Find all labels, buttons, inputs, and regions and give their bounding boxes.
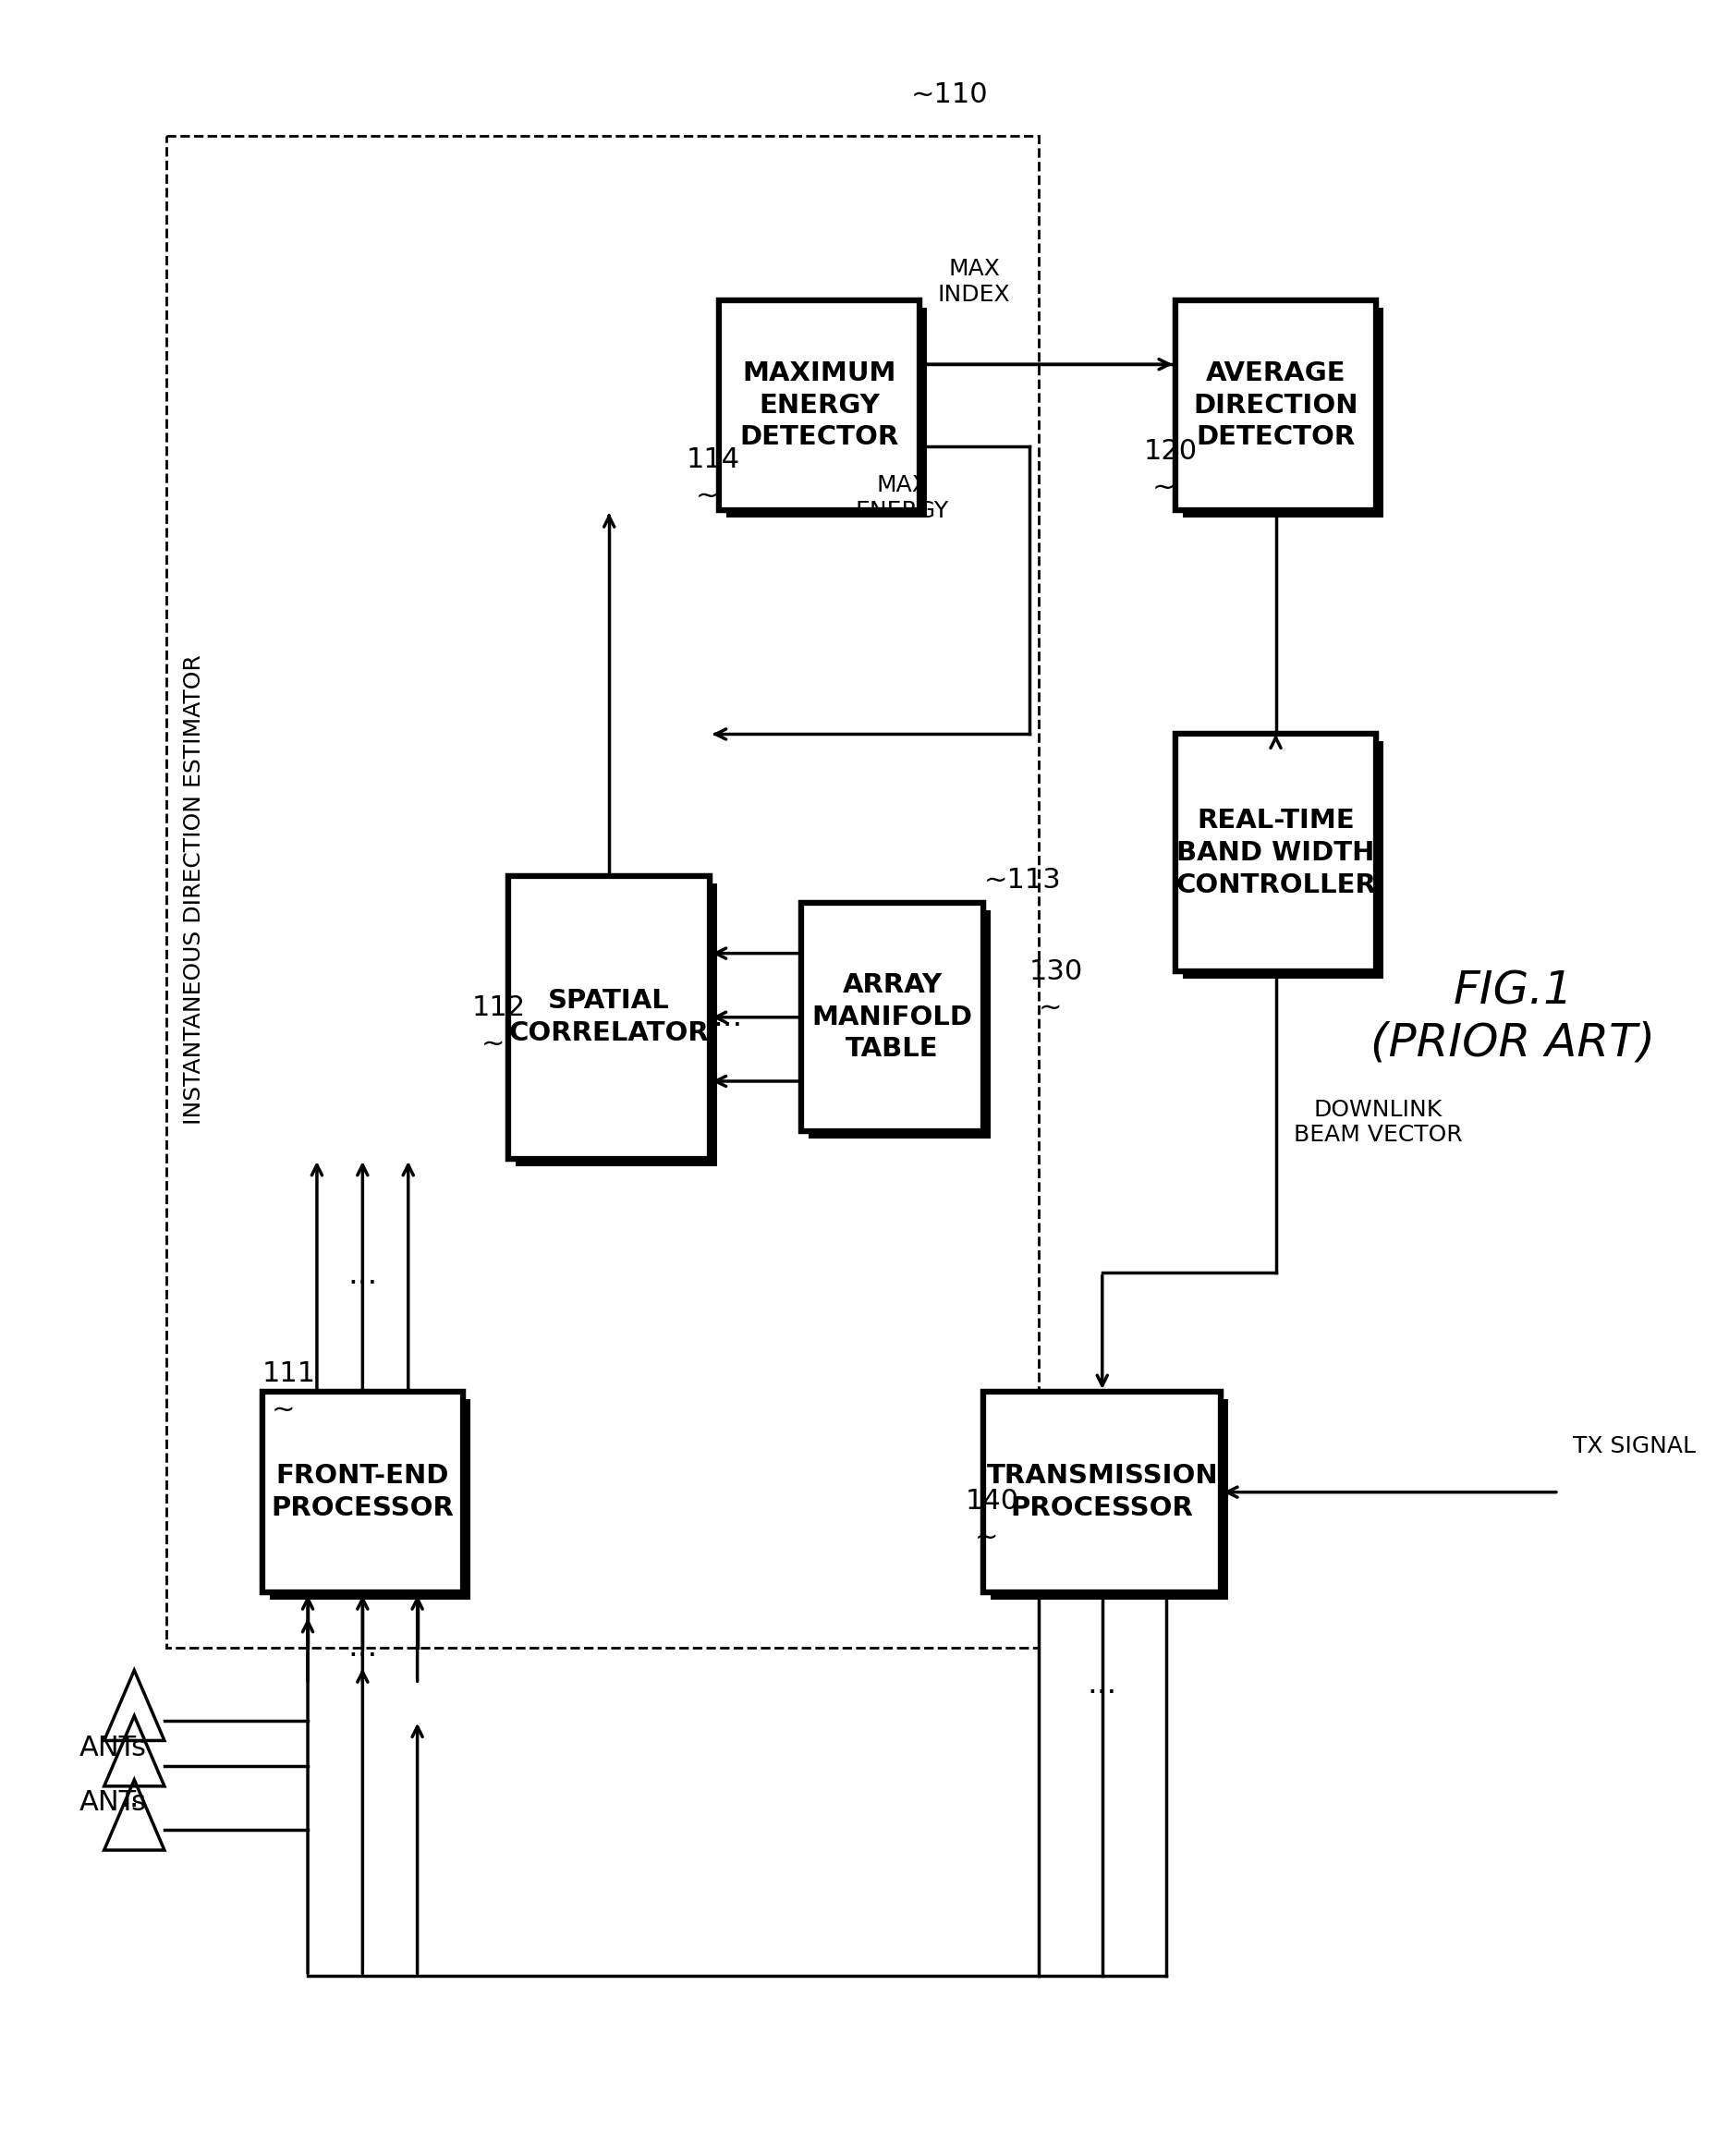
- Text: 111: 111: [263, 1360, 316, 1386]
- Text: ARRAY
MANIFOLD
TABLE: ARRAY MANIFOLD TABLE: [813, 972, 973, 1063]
- Text: 112: 112: [472, 994, 526, 1022]
- Text: INSTANTANEOUS DIRECTION ESTIMATOR: INSTANTANEOUS DIRECTION ESTIMATOR: [183, 653, 204, 1125]
- Bar: [166, 136, 1039, 1647]
- Text: ...: ...: [119, 1783, 149, 1813]
- Bar: [719, 300, 920, 511]
- Text: ~: ~: [1153, 474, 1176, 500]
- Text: MAX
INDEX: MAX INDEX: [937, 259, 1010, 306]
- Bar: [508, 875, 709, 1158]
- Text: ~113: ~113: [984, 867, 1062, 895]
- Text: ~: ~: [271, 1397, 296, 1423]
- Text: ...: ...: [348, 1259, 377, 1291]
- Text: ...: ...: [712, 1003, 743, 1033]
- Text: ANTs: ANTs: [80, 1789, 147, 1815]
- Text: FRONT-END
PROCESSOR: FRONT-END PROCESSOR: [271, 1464, 455, 1522]
- Text: 130: 130: [1029, 957, 1082, 985]
- Text: ...: ...: [1088, 1669, 1117, 1699]
- Bar: [1183, 742, 1383, 979]
- Text: ~: ~: [975, 1524, 998, 1550]
- Text: TX SIGNAL: TX SIGNAL: [1573, 1436, 1696, 1457]
- Text: ~: ~: [695, 483, 719, 511]
- Bar: [801, 903, 984, 1132]
- Bar: [270, 1399, 470, 1600]
- Bar: [1176, 735, 1376, 972]
- Text: FIG.1
(PRIOR ART): FIG.1 (PRIOR ART): [1371, 970, 1656, 1065]
- Text: AVERAGE
DIRECTION
DETECTOR: AVERAGE DIRECTION DETECTOR: [1193, 360, 1359, 451]
- Bar: [515, 884, 718, 1166]
- Bar: [807, 910, 991, 1138]
- Text: ~: ~: [481, 1031, 505, 1059]
- Bar: [801, 903, 984, 1132]
- Bar: [263, 1391, 463, 1593]
- Text: SPATIAL
CORRELATOR: SPATIAL CORRELATOR: [508, 987, 709, 1046]
- Text: TRANSMISSION
PROCESSOR: TRANSMISSION PROCESSOR: [987, 1464, 1217, 1522]
- Bar: [1176, 735, 1376, 972]
- Text: ...: ...: [348, 1632, 377, 1662]
- Text: DOWNLINK
BEAM VECTOR: DOWNLINK BEAM VECTOR: [1293, 1097, 1463, 1147]
- Text: 114: 114: [686, 446, 740, 474]
- Bar: [991, 1399, 1228, 1600]
- Text: 140: 140: [965, 1488, 1018, 1516]
- Text: ~110: ~110: [911, 82, 987, 108]
- Text: ANTs: ANTs: [80, 1733, 147, 1761]
- Bar: [984, 1391, 1221, 1593]
- Bar: [1183, 308, 1383, 517]
- Text: ~: ~: [1039, 994, 1062, 1022]
- Bar: [1176, 300, 1376, 511]
- Bar: [726, 308, 927, 517]
- Text: MAX
ENERGY: MAX ENERGY: [856, 474, 949, 522]
- Bar: [984, 1391, 1221, 1593]
- Bar: [263, 1391, 463, 1593]
- Bar: [508, 875, 709, 1158]
- Bar: [1176, 300, 1376, 511]
- Text: MAXIMUM
ENERGY
DETECTOR: MAXIMUM ENERGY DETECTOR: [740, 360, 899, 451]
- Text: REAL-TIME
BAND WIDTH
CONTROLLER: REAL-TIME BAND WIDTH CONTROLLER: [1176, 808, 1376, 897]
- Bar: [719, 300, 920, 511]
- Text: 120: 120: [1143, 438, 1196, 464]
